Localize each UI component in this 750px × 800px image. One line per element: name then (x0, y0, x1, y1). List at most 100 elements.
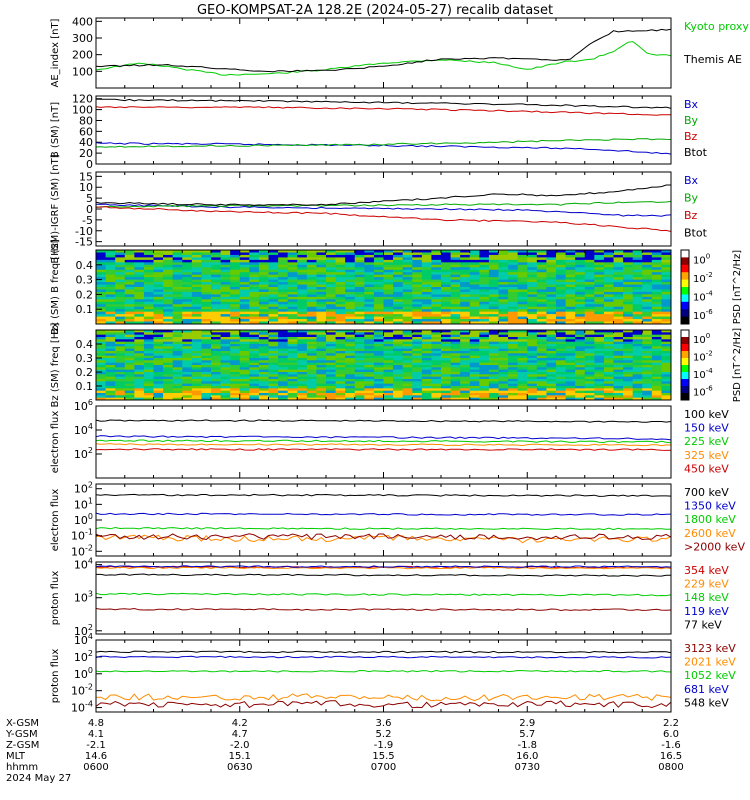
heatmap-cell (402, 311, 413, 315)
heatmap-cell (575, 257, 586, 261)
heatmap-cell (402, 319, 413, 323)
heatmap-cell (661, 296, 672, 300)
heatmap-cell (96, 314, 107, 318)
heatmap-cell (441, 306, 452, 310)
heatmap-cell (345, 262, 356, 266)
heatmap-cell (642, 296, 653, 300)
heatmap-cell (460, 344, 471, 347)
heatmap-cell (143, 314, 154, 318)
heatmap-cell (460, 304, 471, 308)
heatmap-cell (393, 390, 404, 394)
heatmap-cell (172, 257, 183, 261)
heatmap-cell (498, 353, 509, 357)
heatmap-cell (143, 367, 154, 371)
heatmap-cell (623, 252, 634, 256)
heatmap-cell (479, 348, 490, 352)
heatmap-cell (469, 299, 480, 303)
heatmap-cell (565, 339, 576, 343)
heatmap-cell (498, 379, 509, 382)
heatmap-cell (153, 346, 164, 350)
heatmap-cell (306, 365, 317, 368)
heatmap-cell (594, 393, 605, 396)
heatmap-cell (383, 309, 394, 313)
heatmap-cell (249, 353, 260, 357)
heatmap-cell (479, 383, 490, 387)
heatmap-cell (124, 358, 135, 361)
heatmap-cell (584, 306, 595, 310)
heatmap-cell (163, 330, 174, 333)
heatmap-cell (623, 287, 634, 290)
heatmap-cell (287, 376, 298, 380)
heatmap-cell (536, 250, 547, 253)
heatmap-cell (565, 252, 576, 256)
heatmap-cell (441, 274, 452, 278)
heatmap-cell (575, 279, 586, 283)
heatmap-cell (191, 360, 202, 364)
heatmap-cell (498, 369, 509, 373)
heatmap-cell (268, 254, 279, 258)
heatmap-cell (230, 319, 241, 323)
heatmap-cell (220, 376, 231, 380)
heatmap-cell (230, 365, 241, 368)
heatmap-cell (182, 264, 193, 268)
heatmap-cell (143, 304, 154, 308)
heatmap-cell (546, 309, 557, 313)
heatmap-cell (230, 334, 241, 338)
heatmap-cell (565, 383, 576, 387)
heatmap-cell (498, 291, 509, 295)
heatmap-cell (431, 252, 442, 256)
panel-7-ylabel: electron flux (50, 489, 61, 552)
heatmap-cell (249, 337, 260, 340)
heatmap-cell (115, 388, 126, 392)
heatmap-cell (153, 269, 164, 273)
heatmap-cell (613, 369, 624, 373)
heatmap-cell (249, 365, 260, 368)
heatmap-cell (460, 289, 471, 293)
heatmap-cell (220, 272, 231, 276)
heatmap-cell (527, 267, 538, 271)
heatmap-cell (249, 344, 260, 347)
heatmap-cell (364, 301, 375, 305)
heatmap-cell (211, 383, 222, 387)
heatmap-cell (220, 367, 231, 371)
heatmap-cell (211, 332, 222, 336)
heatmap-cell (613, 337, 624, 340)
heatmap-cell (258, 279, 269, 283)
heatmap-cell (163, 360, 174, 364)
heatmap-cell (172, 362, 183, 366)
heatmap-cell (163, 362, 174, 366)
heatmap-cell (134, 250, 145, 253)
heatmap-cell (469, 284, 480, 288)
heatmap-cell (172, 272, 183, 276)
heatmap-cell (201, 386, 212, 389)
heatmap-cell (479, 282, 490, 286)
heatmap-cell (201, 252, 212, 256)
heatmap-cell (450, 252, 461, 256)
heatmap-cell (632, 351, 643, 354)
heatmap-cell (546, 362, 557, 366)
heatmap-cell (651, 390, 662, 394)
heatmap-cell (306, 264, 317, 268)
heatmap-cell (258, 344, 269, 347)
heatmap-cell (335, 284, 346, 288)
heatmap-cell (479, 311, 490, 315)
heatmap-cell (412, 311, 423, 315)
heatmap-cell (584, 388, 595, 392)
heatmap-cell (508, 272, 519, 276)
heatmap-cell (421, 351, 432, 354)
heatmap-cell (124, 289, 135, 293)
heatmap-cell (508, 306, 519, 310)
heatmap-cell (575, 393, 586, 396)
heatmap-cell (354, 388, 365, 392)
heatmap-cell (143, 358, 154, 361)
heatmap-cell (96, 259, 107, 263)
heatmap-cell (383, 330, 394, 333)
heatmap-cell (651, 362, 662, 366)
heatmap-cell (354, 390, 365, 394)
heatmap-cell (211, 250, 222, 253)
heatmap-cell (249, 264, 260, 268)
heatmap-cell (278, 372, 289, 375)
heatmap-cell (594, 311, 605, 315)
heatmap-cell (201, 365, 212, 368)
heatmap-cell (632, 346, 643, 350)
